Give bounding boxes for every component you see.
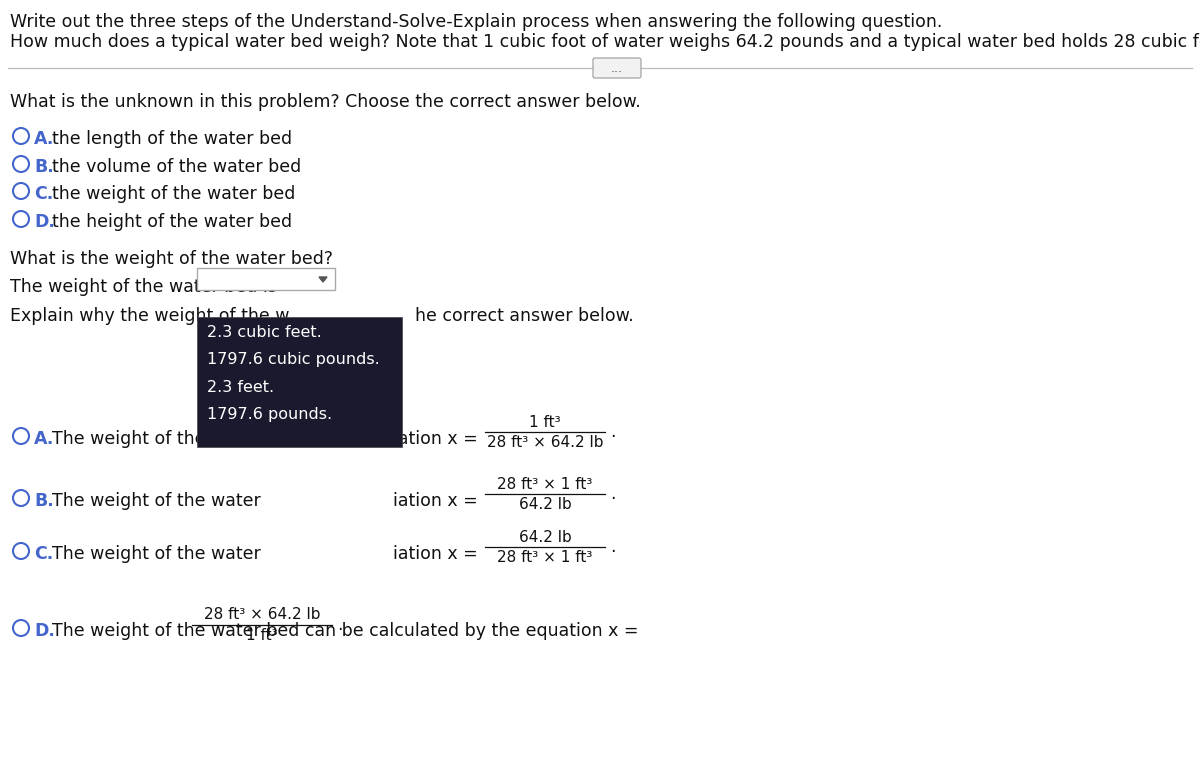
- Circle shape: [13, 183, 29, 199]
- Text: Write out the three steps of the Understand-Solve-Explain process when answering: Write out the three steps of the Underst…: [10, 13, 942, 31]
- Text: the weight of the water bed: the weight of the water bed: [52, 185, 295, 203]
- Text: C.: C.: [34, 545, 53, 563]
- Text: iation x =: iation x =: [394, 492, 478, 510]
- Text: iation x =: iation x =: [394, 430, 478, 448]
- FancyBboxPatch shape: [197, 268, 335, 290]
- Circle shape: [13, 620, 29, 636]
- Circle shape: [13, 428, 29, 444]
- Text: the length of the water bed: the length of the water bed: [52, 130, 292, 148]
- Text: C.: C.: [34, 185, 53, 203]
- Text: .: .: [610, 423, 616, 441]
- Text: .: .: [337, 616, 342, 634]
- Text: 1 ft³: 1 ft³: [529, 415, 560, 430]
- Text: iation x =: iation x =: [394, 545, 478, 563]
- Text: 64.2 lb: 64.2 lb: [518, 497, 571, 512]
- Text: D.: D.: [34, 622, 55, 640]
- Circle shape: [13, 211, 29, 227]
- Text: B.: B.: [34, 492, 54, 510]
- FancyBboxPatch shape: [593, 58, 641, 78]
- Text: 2.3 cubic feet.: 2.3 cubic feet.: [208, 325, 322, 340]
- Text: the height of the water bed: the height of the water bed: [52, 213, 292, 231]
- Text: Explain why the weight of the w: Explain why the weight of the w: [10, 307, 289, 325]
- Text: .: .: [610, 485, 616, 503]
- Circle shape: [13, 128, 29, 144]
- Text: How much does a typical water bed weigh? Note that 1 cubic foot of water weighs : How much does a typical water bed weigh?…: [10, 33, 1200, 51]
- Text: 28 ft³ × 1 ft³: 28 ft³ × 1 ft³: [497, 550, 593, 565]
- Text: the volume of the water bed: the volume of the water bed: [52, 158, 301, 176]
- Text: B.: B.: [34, 158, 54, 176]
- Text: The weight of the water: The weight of the water: [52, 492, 260, 510]
- Text: 28 ft³ × 1 ft³: 28 ft³ × 1 ft³: [497, 477, 593, 492]
- Text: What is the unknown in this problem? Choose the correct answer below.: What is the unknown in this problem? Cho…: [10, 93, 641, 111]
- FancyBboxPatch shape: [197, 317, 402, 447]
- Circle shape: [13, 156, 29, 172]
- Text: 1797.6 cubic pounds.: 1797.6 cubic pounds.: [208, 352, 379, 367]
- Text: he correct answer below.: he correct answer below.: [415, 307, 634, 325]
- Text: The weight of the water: The weight of the water: [52, 545, 260, 563]
- Text: 1797.6 pounds.: 1797.6 pounds.: [208, 407, 332, 422]
- Text: 2.3 feet.: 2.3 feet.: [208, 380, 274, 395]
- Text: 1 ft³: 1 ft³: [246, 628, 278, 643]
- Text: ...: ...: [611, 62, 623, 75]
- Circle shape: [13, 490, 29, 506]
- Text: The weight of the water: The weight of the water: [52, 430, 260, 448]
- Circle shape: [13, 543, 29, 559]
- Text: A.: A.: [34, 130, 54, 148]
- Text: What is the weight of the water bed?: What is the weight of the water bed?: [10, 250, 334, 268]
- Text: 28 ft³ × 64.2 lb: 28 ft³ × 64.2 lb: [204, 607, 320, 622]
- Text: D.: D.: [34, 213, 55, 231]
- Text: 64.2 lb: 64.2 lb: [518, 530, 571, 545]
- Text: A.: A.: [34, 430, 54, 448]
- Text: The weight of the water bed can be calculated by the equation x =: The weight of the water bed can be calcu…: [52, 622, 638, 640]
- Text: The weight of the water bed is: The weight of the water bed is: [10, 278, 277, 296]
- Polygon shape: [319, 277, 326, 282]
- Text: 28 ft³ × 64.2 lb: 28 ft³ × 64.2 lb: [487, 435, 604, 450]
- Text: .: .: [610, 538, 616, 556]
